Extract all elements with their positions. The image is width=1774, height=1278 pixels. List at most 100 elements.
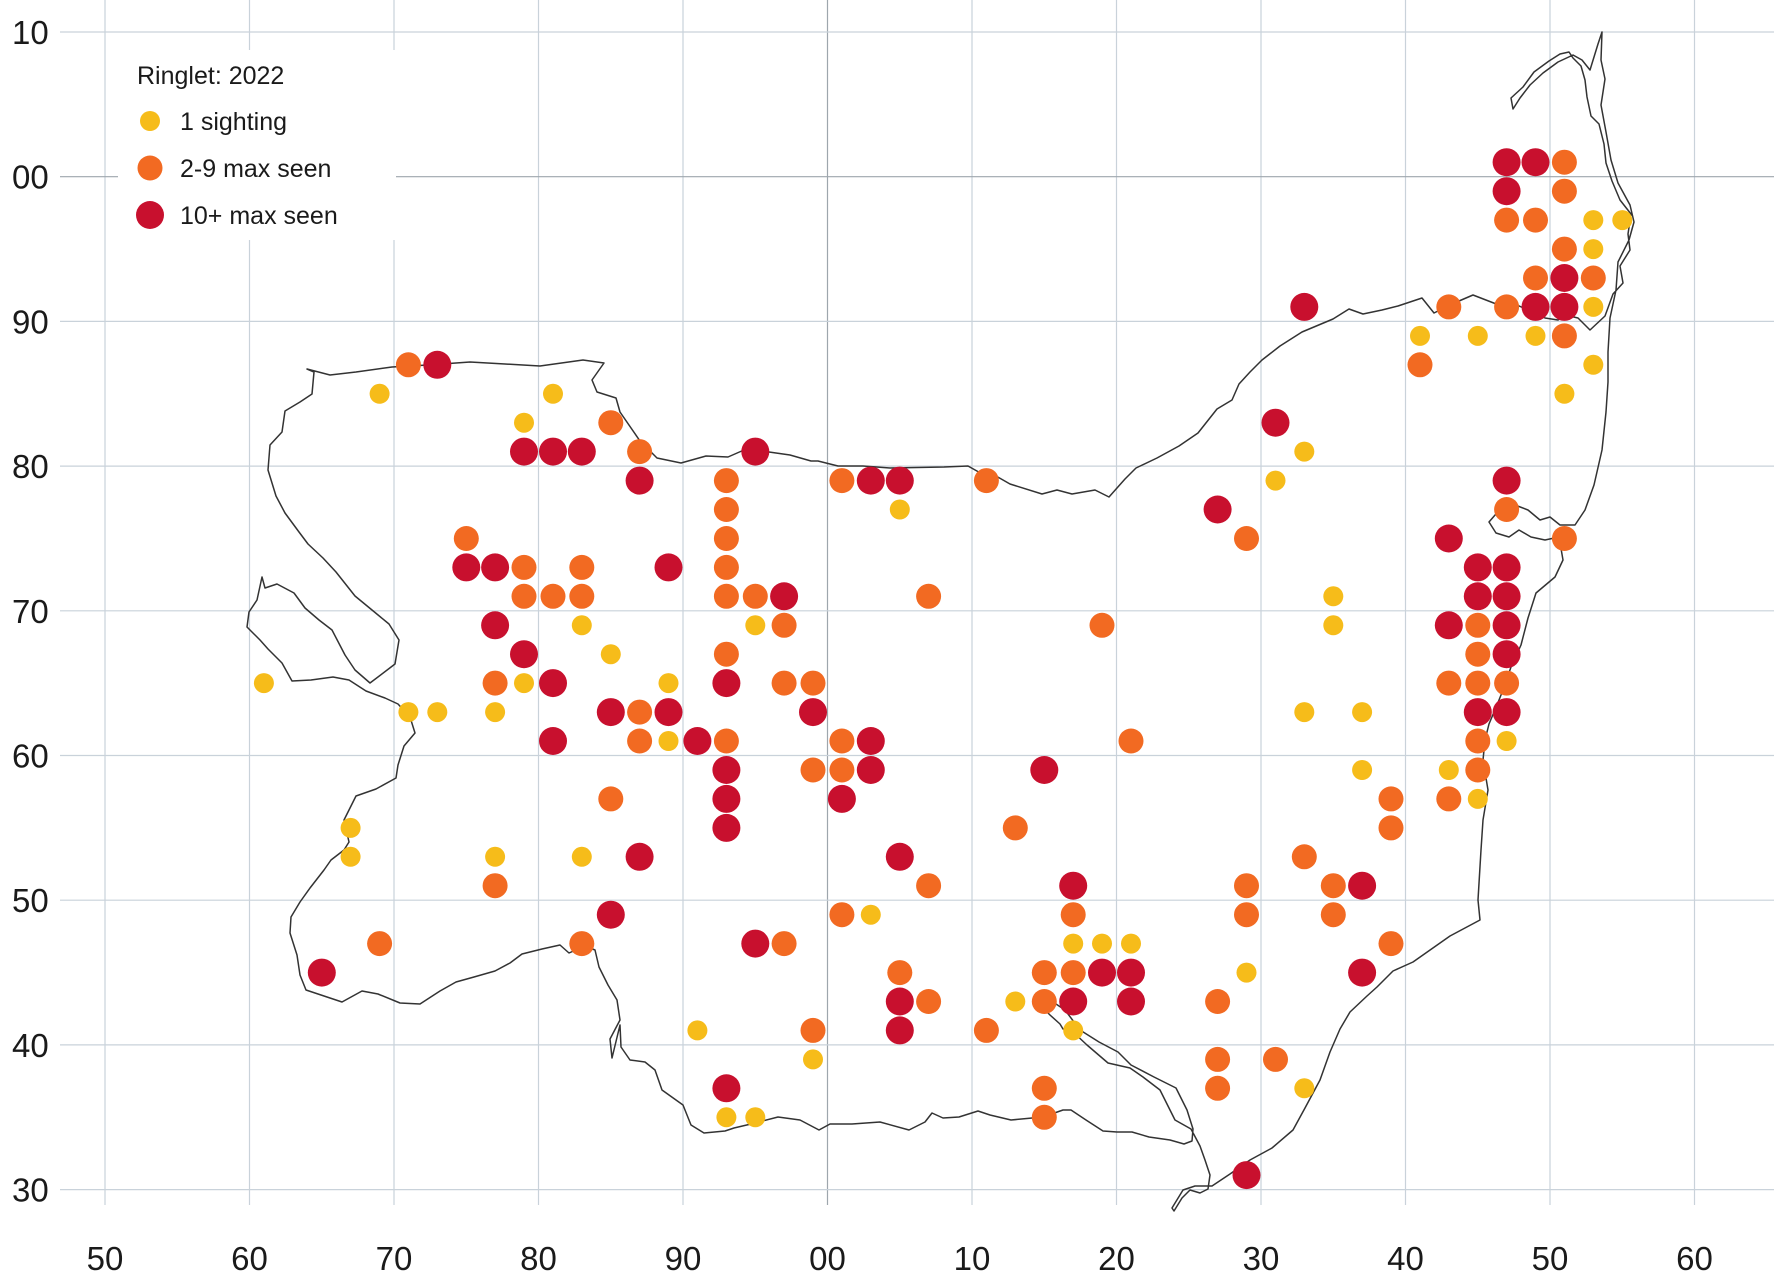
sighting-dot: [1463, 698, 1492, 727]
sighting-dot: [1234, 526, 1259, 551]
sighting-dot: [1060, 902, 1086, 928]
sighting-dot: [481, 611, 510, 640]
sighting-dot: [745, 615, 766, 636]
sighting-dot: [1467, 788, 1488, 809]
sighting-dot: [1030, 756, 1059, 784]
sighting-dot: [1494, 294, 1520, 320]
sighting-dot: [713, 526, 739, 551]
sighting-dot: [1583, 210, 1604, 231]
sighting-dot: [1323, 615, 1344, 636]
legend-marker: [140, 111, 160, 131]
sighting-dot: [452, 553, 481, 582]
sighting-dot: [511, 583, 537, 609]
y-tick-label: 80: [12, 448, 49, 485]
x-tick-label: 50: [87, 1240, 124, 1277]
sighting-dot: [627, 439, 653, 465]
sighting-dot: [713, 583, 739, 609]
sighting-dot: [1121, 933, 1141, 954]
sighting-dot: [713, 641, 739, 667]
sighting-dot: [627, 699, 653, 725]
sighting-dot: [889, 499, 910, 520]
sighting-dot: [1234, 873, 1259, 899]
sighting-dot: [1323, 586, 1344, 607]
county-outline: [246, 31, 1635, 1212]
sighting-dot: [1291, 844, 1317, 870]
sighting-dot: [1410, 325, 1430, 346]
x-tick-label: 60: [1676, 1240, 1713, 1277]
y-tick-label: 40: [12, 1027, 49, 1064]
sighting-dot: [1031, 1075, 1057, 1101]
sighting-dot: [1031, 1104, 1057, 1130]
sighting-dot: [1348, 958, 1377, 987]
sighting-dot: [1465, 670, 1491, 696]
sighting-dot: [1550, 292, 1579, 321]
sighting-dot: [799, 698, 827, 727]
sighting-dot: [885, 842, 914, 871]
sighting-dot: [1492, 698, 1521, 727]
sighting-dot: [1492, 553, 1521, 582]
sighting-dot: [1463, 553, 1492, 582]
sighting-dot: [741, 437, 770, 466]
sighting-dot: [540, 583, 566, 609]
grid-lines: [60, 0, 1774, 1205]
sighting-dots: [253, 148, 1633, 1190]
sighting-dot: [771, 612, 797, 638]
sighting-dot: [654, 698, 683, 727]
sighting-dot: [973, 468, 999, 494]
sighting-dot: [885, 987, 914, 1016]
sighting-dot: [1236, 962, 1257, 983]
sighting-dot: [1436, 294, 1462, 320]
sighting-dot: [1463, 582, 1492, 611]
sighting-dot: [658, 673, 679, 694]
sighting-dot: [1205, 989, 1231, 1014]
sighting-dot: [771, 931, 797, 957]
sighting-dot: [543, 383, 563, 404]
sighting-dot: [1088, 958, 1116, 987]
sighting-dot: [713, 468, 739, 494]
sighting-dot: [485, 846, 506, 867]
sighting-dot: [1492, 582, 1521, 611]
sighting-dot: [1063, 933, 1084, 954]
sighting-dot: [1348, 871, 1377, 900]
sighting-dot: [569, 554, 595, 580]
sighting-dot: [687, 1020, 708, 1041]
sighting-dot: [1118, 728, 1144, 754]
sighting-dot: [1059, 871, 1088, 900]
sighting-dot: [1521, 148, 1550, 177]
sighting-dot: [713, 728, 739, 754]
sighting-dot: [1352, 760, 1373, 780]
sighting-dot: [745, 1107, 766, 1128]
sighting-dot: [887, 960, 913, 986]
legend-label: 2-9 max seen: [180, 155, 331, 183]
sighting-dot: [625, 842, 654, 871]
sighting-dot: [598, 410, 624, 436]
sighting-dot: [307, 958, 336, 987]
y-tick-label: 60: [12, 738, 49, 775]
sighting-dot: [712, 813, 741, 842]
sighting-dot: [1434, 524, 1463, 553]
sighting-dot: [1352, 702, 1373, 723]
sighting-dot: [803, 1049, 823, 1070]
sighting-dot: [539, 727, 567, 755]
sighting-dot: [1436, 786, 1462, 812]
sighting-dot: [1494, 497, 1520, 522]
sighting-dot: [829, 468, 855, 494]
sighting-dot: [1294, 441, 1315, 462]
sighting-dot: [654, 553, 683, 582]
sighting-dot: [485, 702, 506, 723]
sighting-dot: [829, 728, 855, 754]
sighting-dot: [1551, 526, 1577, 551]
x-tick-label: 10: [954, 1240, 991, 1277]
sighting-dot: [712, 784, 741, 813]
sighting-dot: [1494, 207, 1520, 233]
sighting-dot: [482, 873, 508, 899]
sighting-dot: [712, 1074, 741, 1103]
sighting-dot: [1205, 1075, 1231, 1101]
sighting-dot: [1002, 815, 1028, 841]
sighting-dot: [600, 644, 621, 665]
legend: Ringlet: 2022 1 sighting 2-9 max seen 10+ …: [118, 50, 396, 240]
y-tick-label: 10: [12, 14, 49, 51]
sighting-dot: [1203, 495, 1232, 524]
sighting-dot: [916, 989, 942, 1014]
sighting-dot: [1496, 731, 1517, 751]
